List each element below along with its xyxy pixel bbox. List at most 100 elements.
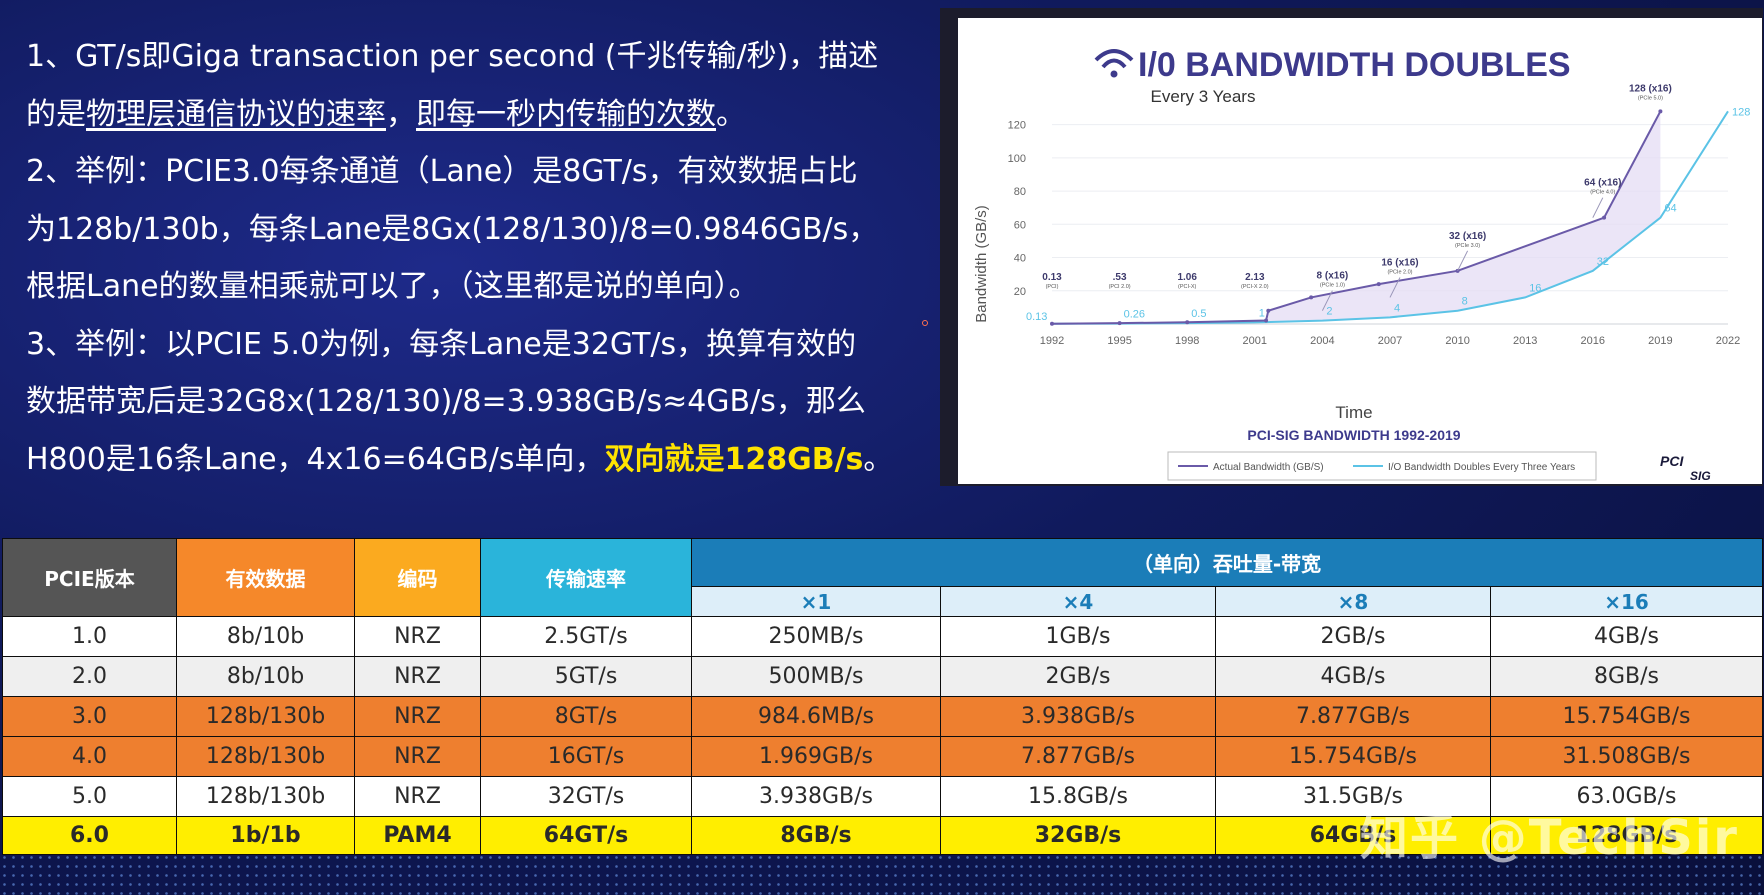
table-cell: 4.0 xyxy=(2,736,177,777)
header-x8: ×8 xyxy=(1215,586,1491,617)
table-cell: 128b/130b xyxy=(176,696,355,737)
y-tick-label: 80 xyxy=(1014,186,1026,198)
table-cell: 31.508GB/s xyxy=(1490,736,1763,777)
y-tick-label: 20 xyxy=(1014,286,1026,298)
actual-data-sublabel: (PCIe 5.0) xyxy=(1638,95,1663,101)
paragraph-1-line-2: 的是物理层通信协议的速率，即每一秒内传输的次数。 xyxy=(26,86,926,144)
table-cell: 5GT/s xyxy=(480,656,692,697)
table-row: 3.0 128b/130b NRZ 8GT/s 984.6MB/s 3.938G… xyxy=(2,696,1763,737)
actual-data-label: 32 (x16) xyxy=(1449,231,1486,242)
y-tick-label: 40 xyxy=(1014,253,1026,265)
actual-point xyxy=(1050,321,1054,326)
table-row: 6.0 1b/1b PAM4 64GT/s 8GB/s 32GB/s 64GB/… xyxy=(2,816,1763,855)
doubles-data-label: 0.13 xyxy=(1026,311,1047,323)
actual-data-sublabel: (PCI-X) xyxy=(1178,284,1197,290)
underlined-phrase-rate: 物理层通信协议的速率 xyxy=(86,96,386,132)
chart-title: I/0 BANDWIDTH DOUBLES xyxy=(1138,46,1571,84)
x-tick-label: 1998 xyxy=(1175,335,1199,347)
table-cell: 1.0 xyxy=(2,616,177,657)
watermark: 知乎 @TechSir xyxy=(1360,810,1739,866)
bandwidth-chart: I/0 BANDWIDTH DOUBLES Every 3 Years Band… xyxy=(958,18,1762,484)
paragraph-3-line-1: 3、举例：以PCIE 5.0为例，每条Lane是32GT/s，换算有效的 xyxy=(26,326,857,362)
table-cell: NRZ xyxy=(354,696,481,737)
actual-data-sublabel: (PCI) xyxy=(1046,284,1059,290)
header-x1: ×1 xyxy=(691,586,941,617)
actual-data-sublabel: (PCI-X 2.0) xyxy=(1241,284,1269,290)
x-tick-label: 1992 xyxy=(1040,335,1064,347)
table-cell: 15.754GB/s xyxy=(1215,736,1491,777)
table-cell: 7.877GB/s xyxy=(940,736,1216,777)
table-cell: NRZ xyxy=(354,656,481,697)
table-cell: 1b/1b xyxy=(176,816,355,855)
table-cell: 500MB/s xyxy=(691,656,941,697)
table-cell: 8b/10b xyxy=(176,656,355,697)
table-cell: 6.0 xyxy=(2,816,177,855)
gap-area xyxy=(1052,111,1661,324)
header-x16: ×16 xyxy=(1490,586,1763,617)
label-leader xyxy=(1321,290,1333,311)
header-transfer-rate: 传输速率 xyxy=(480,538,692,617)
table-cell: 7.877GB/s xyxy=(1215,696,1491,737)
paragraph-2-line-2: 为128b/130b，每条Lane是8Gx(128/130)/8=0.9846G… xyxy=(26,211,879,247)
table-row: 1.0 8b/10b NRZ 2.5GT/s 250MB/s 1GB/s 2GB… xyxy=(2,616,1763,657)
table-cell: 16GT/s xyxy=(480,736,692,777)
actual-point xyxy=(1185,320,1190,325)
series-line-actual xyxy=(1051,110,1662,325)
doubles-data-label: 32 xyxy=(1597,256,1609,268)
table-cell: NRZ xyxy=(354,736,481,777)
actual-data-label: 1.06 xyxy=(1177,272,1197,283)
doubles-data-label: 4 xyxy=(1394,302,1400,314)
paragraph-1-line-1: 1、GT/s即Giga transaction per second (千兆传输… xyxy=(26,39,879,74)
actual-point xyxy=(1117,321,1122,326)
table-cell: 8GB/s xyxy=(1490,656,1763,697)
logo-top: PCI xyxy=(1660,453,1684,469)
y-tick-label: 120 xyxy=(1008,120,1026,132)
x-tick-label: 2016 xyxy=(1581,335,1605,347)
explanation-text: 1、GT/s即Giga transaction per second (千兆传输… xyxy=(26,28,926,488)
actual-point xyxy=(1658,109,1663,114)
x-tick-label: 2010 xyxy=(1445,335,1469,347)
header-bandwidth: （单向）吞吐量-带宽 xyxy=(691,538,1763,587)
table-cell: NRZ xyxy=(354,616,481,657)
text-segment: ， xyxy=(386,96,416,132)
header-encoding: 编码 xyxy=(354,538,481,617)
underlined-phrase-count: 即每一秒内传输的次数 xyxy=(416,96,716,132)
chart-legend: Actual Bandwidth (GB/S) I/O Bandwidth Do… xyxy=(1167,451,1597,481)
y-axis-label: Bandwidth (GB/s) xyxy=(973,205,990,323)
text-segment: 的是 xyxy=(26,96,86,132)
highlight-bidirectional: 双向就是128GB/s xyxy=(604,441,864,477)
table-cell: 15.754GB/s xyxy=(1490,696,1763,737)
chart-subtitle: Every 3 Years xyxy=(1151,87,1256,106)
chart-svg: I/0 BANDWIDTH DOUBLES Every 3 Years Band… xyxy=(973,46,1750,483)
x-tick-label: 2013 xyxy=(1513,335,1537,347)
table-cell: 8b/10b xyxy=(176,616,355,657)
x-tick-label: 2004 xyxy=(1310,335,1334,347)
paragraph-2-line-1: 2、举例：PCIE3.0每条通道（Lane）是8GT/s，有效数据占比 xyxy=(26,154,858,189)
table-cell: 128b/130b xyxy=(176,736,355,777)
marker-dot xyxy=(922,320,928,326)
x-tick-label: 2001 xyxy=(1243,335,1267,347)
actual-data-label: 16 (x16) xyxy=(1381,257,1418,268)
actual-data-sublabel: (PCI 2.0) xyxy=(1109,284,1131,290)
actual-point xyxy=(1376,282,1381,287)
actual-point xyxy=(1602,215,1607,220)
actual-data-sublabel: (PCIe 3.0) xyxy=(1455,243,1480,249)
text-segment: 。 xyxy=(716,96,746,132)
doubles-data-label: 2 xyxy=(1326,306,1332,318)
actual-data-sublabel: (PCIe 1.0) xyxy=(1320,283,1345,289)
legend-actual: Actual Bandwidth (GB/S) xyxy=(1213,462,1324,473)
table-cell: 3.938GB/s xyxy=(691,776,941,817)
table-cell: 2.5GT/s xyxy=(480,616,692,657)
table-cell: 32GB/s xyxy=(940,816,1216,855)
doubles-data-label: 8 xyxy=(1462,296,1468,308)
header-x4: ×4 xyxy=(940,586,1216,617)
actual-data-label: 2.13 xyxy=(1245,272,1265,283)
table-cell: 63.0GB/s xyxy=(1490,776,1763,817)
label-leader xyxy=(1592,197,1604,218)
y-tick-label: 60 xyxy=(1014,219,1026,231)
paragraph-3-line-2: 数据带宽后是32G8x(128/130)/8=3.938GB/s≈4GB/s，那… xyxy=(26,384,866,419)
table-cell: 32GT/s xyxy=(480,776,692,817)
table-cell: 128b/130b xyxy=(176,776,355,817)
table-cell: 31.5GB/s xyxy=(1215,776,1491,817)
text-segment: H800是16条Lane，4x16=64GB/s单向， xyxy=(26,441,605,477)
